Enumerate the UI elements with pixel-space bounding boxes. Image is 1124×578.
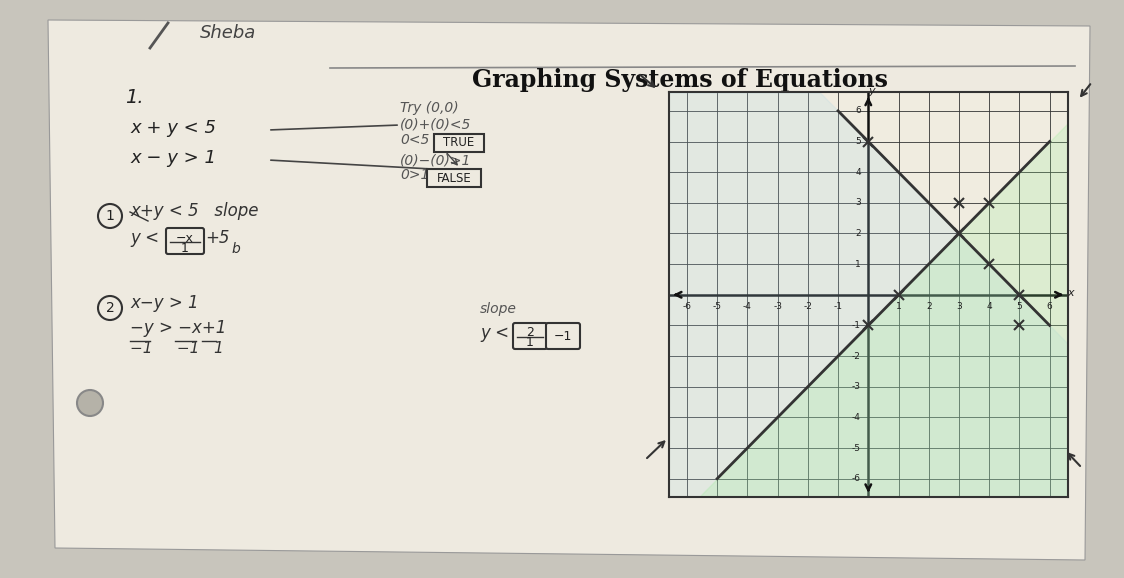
Text: -3: -3 [852, 382, 861, 391]
Text: Try (0,0): Try (0,0) [400, 101, 459, 115]
Text: FALSE: FALSE [436, 172, 471, 184]
Text: -5: -5 [852, 443, 861, 453]
Text: x: x [1068, 288, 1075, 298]
FancyBboxPatch shape [513, 323, 547, 349]
Text: Graphing Systems of Equations: Graphing Systems of Equations [472, 68, 888, 92]
Text: 1: 1 [106, 209, 115, 223]
Polygon shape [48, 20, 1090, 560]
Text: Sheba: Sheba [200, 24, 256, 42]
Text: 3: 3 [957, 302, 962, 312]
FancyBboxPatch shape [427, 169, 481, 187]
Text: 2: 2 [106, 301, 115, 315]
Text: 0<5: 0<5 [400, 133, 429, 147]
Text: +5: +5 [205, 229, 229, 247]
Text: 5: 5 [855, 137, 861, 146]
Text: -6: -6 [682, 302, 691, 312]
Text: -1: -1 [852, 321, 861, 330]
Text: 1.: 1. [125, 88, 144, 107]
Text: 3: 3 [855, 198, 861, 208]
Text: −1: −1 [554, 331, 572, 343]
Text: 5: 5 [1016, 302, 1023, 312]
FancyBboxPatch shape [166, 228, 203, 254]
FancyBboxPatch shape [434, 134, 484, 152]
Text: −x: −x [176, 232, 194, 244]
Text: x+y < 5   slope: x+y < 5 slope [130, 202, 259, 220]
Text: TRUE: TRUE [443, 136, 474, 150]
Text: 4: 4 [987, 302, 992, 312]
Text: y <: y < [130, 229, 158, 247]
Text: 1: 1 [855, 260, 861, 269]
Text: x + y < 5: x + y < 5 [130, 119, 216, 137]
Text: 2: 2 [926, 302, 932, 312]
Text: 2: 2 [526, 327, 534, 339]
Text: −1     −1   1: −1 −1 1 [130, 341, 224, 356]
Text: b: b [232, 242, 241, 256]
Text: -4: -4 [743, 302, 752, 312]
Text: slope: slope [480, 302, 517, 316]
Text: 0>1: 0>1 [400, 168, 429, 182]
Text: 1: 1 [896, 302, 901, 312]
Text: y: y [868, 86, 874, 96]
Text: y <: y < [480, 324, 509, 342]
Text: 6: 6 [855, 106, 861, 116]
Text: -1: -1 [834, 302, 843, 312]
Text: 1: 1 [526, 336, 534, 350]
Text: 1: 1 [181, 242, 189, 254]
Text: 6: 6 [1046, 302, 1052, 312]
Text: -5: -5 [713, 302, 722, 312]
Text: 4: 4 [855, 168, 861, 177]
Text: x−y > 1: x−y > 1 [130, 294, 199, 312]
Text: -4: -4 [852, 413, 861, 422]
Text: −y > −x+1: −y > −x+1 [130, 319, 226, 337]
Text: x − y > 1: x − y > 1 [130, 149, 216, 167]
Text: -3: -3 [773, 302, 782, 312]
Text: -2: -2 [852, 351, 861, 361]
FancyBboxPatch shape [546, 323, 580, 349]
Text: -6: -6 [852, 474, 861, 483]
Text: 2: 2 [855, 229, 861, 238]
Circle shape [78, 390, 103, 416]
Text: (0)+(0)<5: (0)+(0)<5 [400, 118, 471, 132]
Text: -2: -2 [804, 302, 813, 312]
Text: (0)−(0)>1: (0)−(0)>1 [400, 153, 471, 167]
